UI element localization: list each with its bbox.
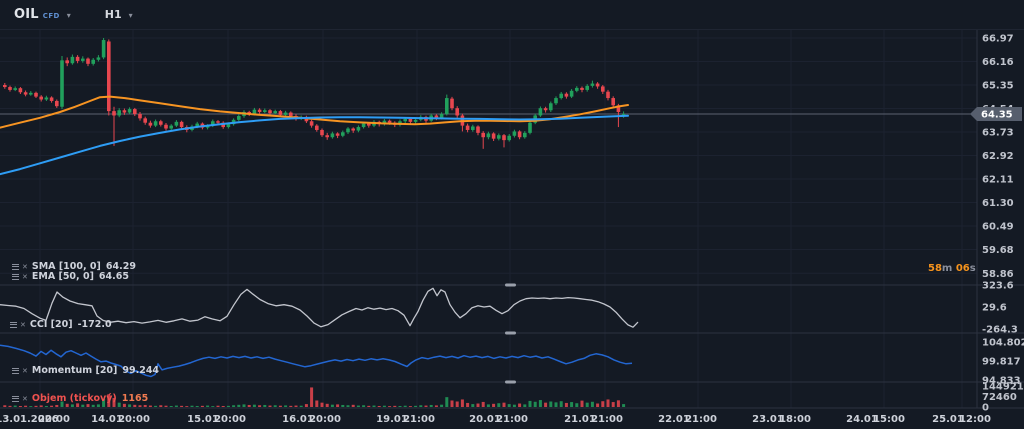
indicator-settings-icon[interactable]	[12, 263, 19, 270]
indicator-legend-momentum: ✕ Momentum [20] 99.244	[12, 365, 160, 376]
chart-toolbar: OIL CFD ▾ H1 ▾	[0, 0, 1024, 30]
indicator-remove-icon[interactable]: ✕	[22, 394, 28, 403]
ema-line	[0, 95, 629, 129]
svg-text:323.6: 323.6	[982, 280, 1014, 291]
svg-text:62.92: 62.92	[982, 151, 1014, 162]
svg-text:24.01: 24.01	[846, 414, 878, 425]
svg-text:20:00: 20:00	[214, 414, 246, 425]
svg-text:15:00: 15:00	[873, 414, 905, 425]
svg-text:65.35: 65.35	[982, 80, 1014, 91]
indicator-remove-icon[interactable]: ✕	[22, 366, 28, 375]
timeframe-label: H1	[104, 8, 122, 21]
svg-text:16.01: 16.01	[282, 414, 314, 425]
symbol-label: OIL	[14, 7, 39, 22]
symbol-selector[interactable]: OIL CFD ▾	[14, 7, 71, 22]
indicator-label: Momentum [20]	[31, 365, 118, 376]
svg-text:59.68: 59.68	[982, 245, 1014, 256]
svg-text:13.01.2026: 13.01.2026	[0, 414, 59, 425]
svg-text:20.01: 20.01	[469, 414, 501, 425]
indicator-settings-icon[interactable]	[12, 395, 19, 402]
svg-text:104.802: 104.802	[982, 337, 1024, 348]
pane-resize-handle[interactable]	[505, 283, 516, 287]
chevron-down-icon: ▾	[128, 10, 133, 20]
svg-text:29.6: 29.6	[982, 303, 1007, 314]
svg-text:58.86: 58.86	[982, 269, 1014, 280]
indicator-legend-cci: ✕ CCI [20] -172.0	[10, 319, 112, 330]
volume-bars	[3, 387, 626, 407]
pane-resize-handle[interactable]	[505, 380, 516, 384]
indicator-value: -172.0	[77, 319, 112, 330]
svg-text:63.73: 63.73	[982, 127, 1014, 138]
momentum-line	[0, 344, 633, 378]
svg-text:20:00: 20:00	[309, 414, 341, 425]
indicator-value: 99.244	[122, 365, 160, 376]
price-scale[interactable]: 66.9766.1665.3564.5463.7362.9262.1161.30…	[982, 34, 1024, 414]
svg-text:21.01: 21.01	[564, 414, 596, 425]
svg-text:21:00: 21:00	[591, 414, 623, 425]
svg-text:-264.3: -264.3	[982, 324, 1018, 335]
indicator-value: 64.65	[98, 271, 129, 282]
svg-text:94.833: 94.833	[982, 376, 1021, 387]
svg-text:99.817: 99.817	[982, 357, 1021, 368]
chart-canvas[interactable]: 66.9766.1665.3564.5463.7362.9262.1161.30…	[0, 30, 1024, 429]
svg-text:66.97: 66.97	[982, 34, 1014, 45]
svg-text:18:00: 18:00	[779, 414, 811, 425]
sma-line	[0, 114, 629, 176]
svg-text:64.35: 64.35	[981, 110, 1013, 121]
gridlines	[0, 30, 977, 408]
indicator-value: 1165	[121, 393, 149, 404]
svg-text:12:00: 12:00	[959, 414, 991, 425]
pane-resize-handle[interactable]	[505, 331, 516, 335]
svg-text:62.11: 62.11	[982, 174, 1014, 185]
symbol-type-label: CFD	[42, 11, 60, 20]
indicator-remove-icon[interactable]: ✕	[22, 262, 28, 271]
indicator-legend-sma: ✕ SMA [100, 0] 64.29	[12, 261, 136, 272]
indicator-settings-icon[interactable]	[12, 367, 19, 374]
svg-text:60.49: 60.49	[982, 221, 1014, 232]
svg-text:0: 0	[982, 403, 989, 414]
svg-text:61.30: 61.30	[982, 198, 1014, 209]
svg-text:19.01: 19.01	[376, 414, 408, 425]
cci-line	[0, 287, 639, 328]
pane-dividers	[0, 30, 1024, 409]
candle-countdown-timer: 58m 06s	[928, 263, 976, 274]
indicator-value: 64.29	[105, 261, 136, 272]
indicator-legend-ema: ✕ EMA [50, 0] 64.65	[12, 271, 129, 282]
svg-text:21:00: 21:00	[496, 414, 528, 425]
chart-area: 66.9766.1665.3564.5463.7362.9262.1161.30…	[0, 30, 1024, 429]
svg-text:22.01: 22.01	[658, 414, 690, 425]
indicator-label: SMA [100, 0]	[31, 261, 101, 272]
svg-text:20:00: 20:00	[38, 414, 70, 425]
svg-text:15.01: 15.01	[187, 414, 219, 425]
indicator-settings-icon[interactable]	[10, 321, 17, 328]
indicator-remove-icon[interactable]: ✕	[20, 320, 26, 329]
svg-text:144921: 144921	[982, 382, 1024, 393]
svg-text:14.01: 14.01	[91, 414, 123, 425]
indicator-settings-icon[interactable]	[12, 273, 19, 280]
svg-text:20:00: 20:00	[118, 414, 150, 425]
svg-text:72460: 72460	[982, 392, 1017, 403]
indicator-label: CCI [20]	[29, 319, 73, 330]
svg-text:23.01: 23.01	[752, 414, 784, 425]
last-price-badge: 64.35	[970, 107, 1022, 122]
svg-text:25.01: 25.01	[932, 414, 964, 425]
indicator-label: Objem (tickový)	[31, 393, 117, 404]
candles-layer	[3, 38, 626, 149]
timeframe-selector[interactable]: H1 ▾	[105, 8, 133, 21]
indicator-remove-icon[interactable]: ✕	[22, 272, 28, 281]
indicator-legend-volume: ✕ Objem (tickový) 1165	[12, 393, 149, 404]
chevron-down-icon: ▾	[66, 10, 71, 20]
svg-text:66.16: 66.16	[982, 57, 1014, 68]
svg-text:21:00: 21:00	[403, 414, 435, 425]
indicator-label: EMA [50, 0]	[31, 271, 94, 282]
svg-text:21:00: 21:00	[685, 414, 717, 425]
